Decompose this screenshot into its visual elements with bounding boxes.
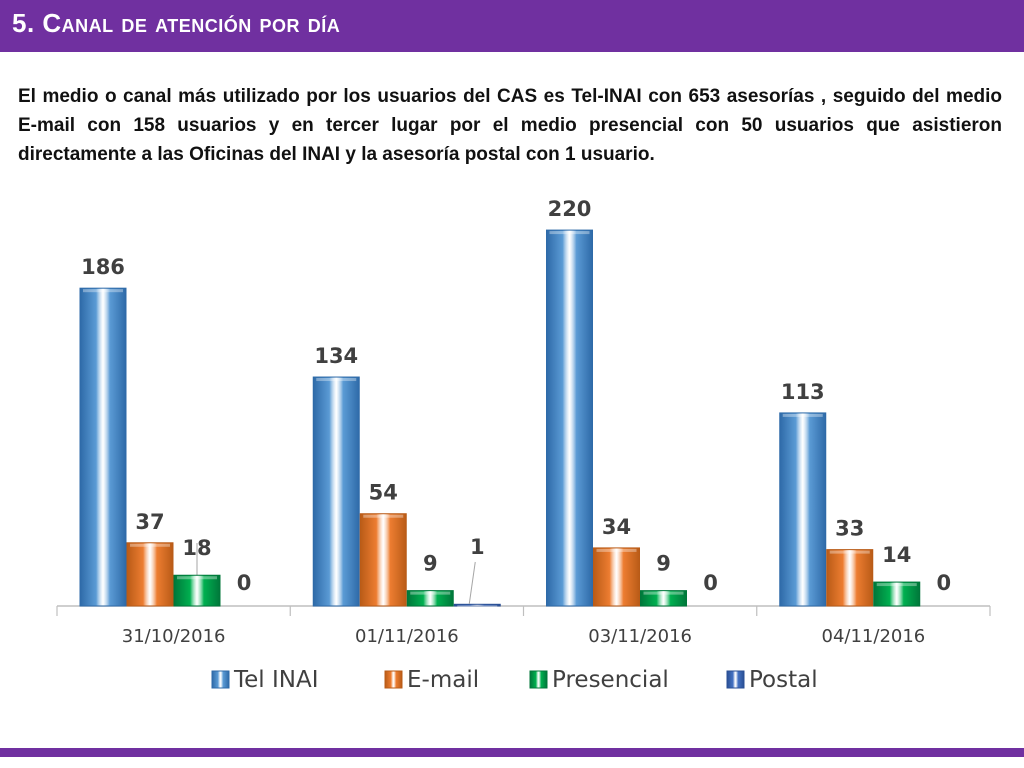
legend-swatch: [726, 670, 745, 689]
category-label: 31/10/2016: [122, 626, 226, 647]
bar-presencial: [873, 581, 921, 607]
data-label: 0: [936, 571, 951, 595]
bar-bevel: [549, 231, 590, 235]
bar-presencial: [406, 590, 454, 607]
bar-postal: [453, 603, 501, 607]
bar-bevel: [596, 548, 637, 552]
data-label: 134: [314, 344, 358, 368]
data-label: 1: [470, 535, 485, 559]
data-label: 9: [656, 552, 671, 576]
data-label: 186: [81, 255, 125, 279]
data-label: 54: [369, 481, 398, 505]
bar-tel-inai: [546, 229, 593, 607]
data-label: 33: [835, 517, 864, 541]
bar-bevel: [643, 591, 684, 595]
bar-bevel: [177, 576, 217, 580]
bar-bevel: [363, 514, 404, 518]
bar-bevel: [130, 543, 170, 547]
legend-swatch: [211, 670, 230, 689]
bar-e-mail: [826, 549, 874, 607]
bar-bevel: [829, 550, 870, 554]
header-bar: 5. Canal de atención por día: [0, 0, 1024, 52]
bar-e-mail: [359, 513, 407, 607]
bar-bevel: [782, 413, 823, 417]
chart-svg: 186 37 18 0 31/10/2016 134 54 9 1 01/11/2016 220 34…: [56, 197, 991, 693]
bar-bevel: [316, 378, 357, 382]
legend-label: Postal: [749, 667, 818, 693]
bar-tel-inai: [779, 412, 827, 607]
slide-title: 5. Canal de atención por día: [12, 8, 341, 38]
data-label: 14: [882, 543, 911, 567]
bar-e-mail: [593, 547, 640, 607]
legend-label: E-mail: [407, 667, 479, 693]
bar-tel-inai: [79, 287, 127, 607]
footer-bar: [0, 748, 1024, 757]
legend-label: Tel INAI: [233, 667, 319, 693]
data-label: 113: [781, 380, 825, 404]
bar-presencial: [173, 574, 221, 607]
data-label: 0: [237, 571, 252, 595]
bar-bevel: [457, 605, 498, 607]
data-label: 220: [548, 197, 592, 221]
bar-bevel: [876, 583, 917, 587]
summary-text: El medio o canal más utilizado por los u…: [18, 86, 1002, 165]
bar-chart: 186 37 18 0 31/10/2016 134 54 9 1 01/11/2016 220 34…: [0, 185, 1024, 725]
data-label: 34: [602, 515, 631, 539]
bar-presencial: [640, 590, 687, 607]
category-label: 03/11/2016: [588, 626, 692, 647]
category-label: 04/11/2016: [822, 626, 926, 647]
bar-e-mail: [126, 542, 174, 607]
data-label: 37: [135, 510, 164, 534]
legend-swatch: [384, 670, 403, 689]
bar-bevel: [83, 289, 123, 293]
bar-tel-inai: [312, 376, 360, 607]
bar-bevel: [410, 591, 451, 595]
legend-swatch: [529, 670, 548, 689]
data-label: 0: [703, 571, 718, 595]
data-label: 9: [423, 552, 438, 576]
category-label: 01/11/2016: [355, 626, 459, 647]
data-label: 18: [182, 536, 211, 560]
legend-label: Presencial: [552, 667, 669, 693]
leader-line: [468, 561, 476, 605]
